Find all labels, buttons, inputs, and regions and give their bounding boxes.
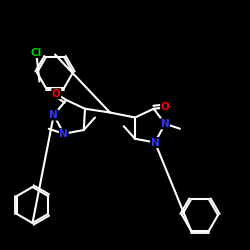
Text: N: N: [150, 138, 160, 147]
Text: O: O: [160, 102, 170, 113]
Text: N: N: [50, 110, 58, 120]
Text: O: O: [52, 89, 60, 99]
Text: N: N: [160, 119, 170, 129]
Text: Cl: Cl: [30, 48, 42, 58]
Text: N: N: [60, 129, 68, 139]
